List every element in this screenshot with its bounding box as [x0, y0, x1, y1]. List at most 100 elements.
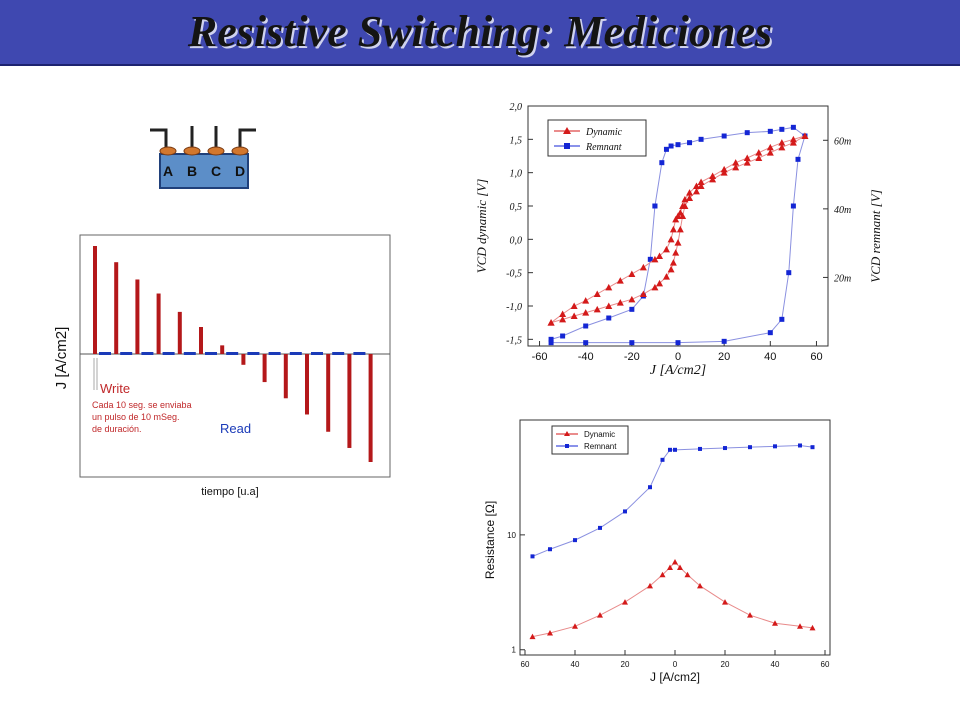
write-pulse-bar	[199, 327, 203, 354]
vj-dynamic-point	[697, 182, 705, 189]
vj-dynamic-point	[651, 255, 659, 263]
vj-remnant-point	[721, 133, 727, 139]
vj-ylabel-right: VCD remnant [V]	[868, 189, 883, 282]
rj-dynamic-point	[529, 633, 536, 640]
vj-dynamic-point	[720, 169, 728, 176]
label-b: B	[187, 163, 197, 179]
vj-dynamic-point	[547, 319, 555, 326]
vj-ylabel-left: VCD dynamic [V]	[474, 179, 489, 274]
vj-dynamic-point	[692, 182, 700, 189]
vj-remnant-point	[629, 340, 635, 346]
write-pulse-bar	[241, 354, 246, 365]
rj-xlabel: J [A/cm2]	[650, 670, 700, 684]
vj-dynamic-point	[662, 245, 670, 253]
vj-dynamic-point	[692, 187, 700, 195]
vj-dynamic-point	[582, 297, 590, 304]
vj-dynamic-point	[559, 310, 567, 317]
vj-ytick: 1,0	[510, 169, 523, 180]
vj-dynamic-point	[679, 212, 687, 219]
vj-ytick: -0,5	[506, 269, 522, 280]
vj-remnant-point	[795, 156, 801, 162]
vj-dynamic-point	[766, 149, 774, 156]
rj-xtick: 40	[771, 660, 780, 669]
label-a: A	[163, 163, 173, 179]
vj-remnant-point	[675, 340, 681, 346]
vj-dynamic-point	[778, 139, 786, 146]
vj-dynamic-point	[732, 163, 740, 171]
vj-ytick: 2,0	[510, 102, 523, 113]
vj-dynamic-point	[755, 149, 763, 156]
rj-remnant-point	[698, 446, 702, 451]
vj-remnant-point	[698, 136, 704, 142]
vj-dynamic-point	[743, 159, 751, 166]
vj-dynamic-point	[686, 189, 694, 196]
rj-dynamic-point	[677, 564, 683, 570]
rj-remnant-point	[530, 554, 535, 559]
vj-remnant-point	[583, 323, 589, 329]
rj-legend	[551, 425, 629, 455]
rj-dynamic-point	[747, 612, 753, 618]
write-annotation: Write	[100, 381, 130, 396]
note-line-1: Cada 10 seg. se enviaba	[92, 400, 192, 410]
vj-dynamic-point	[616, 277, 624, 284]
vj-dynamic-point	[593, 305, 601, 313]
vj-xtick: 0	[675, 351, 681, 363]
read-pulse-bar	[268, 352, 281, 355]
vj-xtick: 60	[810, 351, 822, 363]
write-pulse-bar	[135, 279, 140, 354]
vj-remnant-point	[767, 128, 773, 134]
rj-dynamic-point	[697, 582, 703, 589]
note-line-3: de duración.	[92, 424, 142, 434]
rj-xtick: 20	[621, 660, 630, 669]
vj-dynamic-point	[669, 259, 677, 266]
vj-xtick: -60	[532, 351, 548, 363]
rj-dynamic-point	[572, 623, 578, 629]
vj-dynamic-point	[605, 302, 613, 309]
vj-remnant-point	[767, 330, 773, 336]
rj-xtick: 20	[721, 660, 730, 669]
electrode-a	[159, 146, 177, 156]
write-pulse-bar	[305, 354, 309, 415]
read-pulse-bar	[226, 352, 239, 355]
vj-dynamic-point	[676, 225, 684, 233]
write-pulse-bar	[220, 345, 225, 354]
rj-dynamic-point	[547, 629, 553, 636]
title-bar: Resistive Switching: Mediciones	[0, 0, 960, 66]
rj-xtick: 40	[571, 660, 580, 669]
rj-dynamic-point	[684, 571, 691, 578]
rj-dynamic-point	[597, 612, 603, 618]
rj-dynamic-point	[809, 624, 816, 631]
rj-ytick: 10	[507, 531, 516, 540]
vj-dynamic-point	[656, 279, 664, 287]
write-pulse-bar	[156, 293, 161, 354]
rj-remnant-point	[660, 457, 665, 462]
vj-dynamic-point	[639, 290, 647, 297]
vj-dynamic-point	[628, 270, 636, 277]
vj-dynamic-point	[672, 249, 680, 256]
read-pulse-bar	[183, 352, 196, 355]
pulse-chart: Read Write Cada 10 seg. se enviaba un pu…	[53, 234, 391, 498]
vj-dynamic-point	[593, 290, 601, 297]
vj-legend-dynamic: Dynamic	[585, 127, 623, 138]
vj-remnant-point	[583, 340, 589, 346]
rj-legend-remnant: Remnant	[584, 442, 617, 451]
vj-remnant-point	[779, 316, 785, 322]
vj-ytick-right: 60m	[834, 136, 851, 147]
vj-remnant-point	[744, 130, 750, 136]
vj-xtick: 20	[718, 351, 730, 363]
vj-remnant-point	[663, 146, 669, 152]
rj-plot-frame	[519, 419, 831, 656]
rj-remnant-point	[548, 547, 552, 552]
rj-remnant-point	[748, 445, 752, 450]
vj-dynamic-point	[766, 143, 774, 151]
rj-xtick: 60	[821, 660, 830, 669]
vj-dynamic-point	[789, 139, 797, 146]
pulse-plot-frame	[79, 234, 391, 478]
electrode-d	[231, 146, 249, 156]
write-pulse-bar	[326, 354, 331, 432]
read-pulse-bar	[289, 352, 302, 355]
label-c: C	[211, 163, 221, 179]
vj-chart: -60 -40 -20 0 20 40 60 -1,5 -1,0 -0,5 0,0 0,5 1,0 1,5…	[474, 102, 883, 378]
read-pulse-bar	[205, 352, 217, 355]
write-pulse-bar	[368, 354, 373, 462]
